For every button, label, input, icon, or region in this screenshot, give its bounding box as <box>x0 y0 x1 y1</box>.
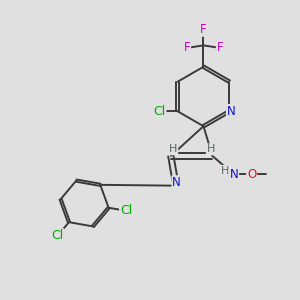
Text: F: F <box>184 41 190 54</box>
Text: Cl: Cl <box>153 105 166 118</box>
Text: O: O <box>247 168 256 181</box>
Text: H: H <box>169 144 177 154</box>
Text: N: N <box>227 105 236 118</box>
Text: N: N <box>172 176 181 189</box>
Text: H: H <box>207 144 215 154</box>
Text: Cl: Cl <box>120 204 132 217</box>
Text: F: F <box>200 23 207 36</box>
Text: F: F <box>217 41 224 54</box>
Text: H: H <box>221 166 229 176</box>
Text: Cl: Cl <box>51 229 64 242</box>
Text: N: N <box>230 168 238 181</box>
